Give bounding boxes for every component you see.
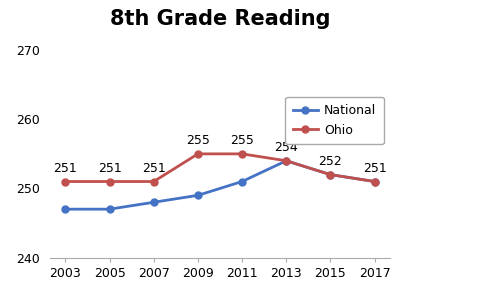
Ohio <box>283 159 289 163</box>
Text: 251: 251 <box>98 161 122 175</box>
Title: 8th Grade Reading: 8th Grade Reading <box>110 9 330 29</box>
Ohio <box>239 152 245 156</box>
Text: 251: 251 <box>362 161 386 175</box>
Ohio <box>106 180 112 183</box>
Text: 251: 251 <box>142 161 166 175</box>
Ohio <box>62 180 68 183</box>
Ohio <box>328 173 334 176</box>
Text: 255: 255 <box>230 134 254 147</box>
National <box>151 200 157 204</box>
National <box>62 207 68 211</box>
National <box>195 194 201 197</box>
National <box>106 207 112 211</box>
Text: 252: 252 <box>318 155 342 168</box>
Ohio <box>151 180 157 183</box>
Text: 254: 254 <box>274 141 298 154</box>
National <box>372 180 378 183</box>
Ohio <box>372 180 378 183</box>
National <box>328 173 334 176</box>
National <box>283 159 289 163</box>
Text: 251: 251 <box>54 161 78 175</box>
Line: National: National <box>62 157 378 213</box>
Line: Ohio: Ohio <box>62 150 378 185</box>
Ohio <box>195 152 201 156</box>
National <box>239 180 245 183</box>
Legend: National, Ohio: National, Ohio <box>285 97 384 144</box>
Text: 255: 255 <box>186 134 210 147</box>
